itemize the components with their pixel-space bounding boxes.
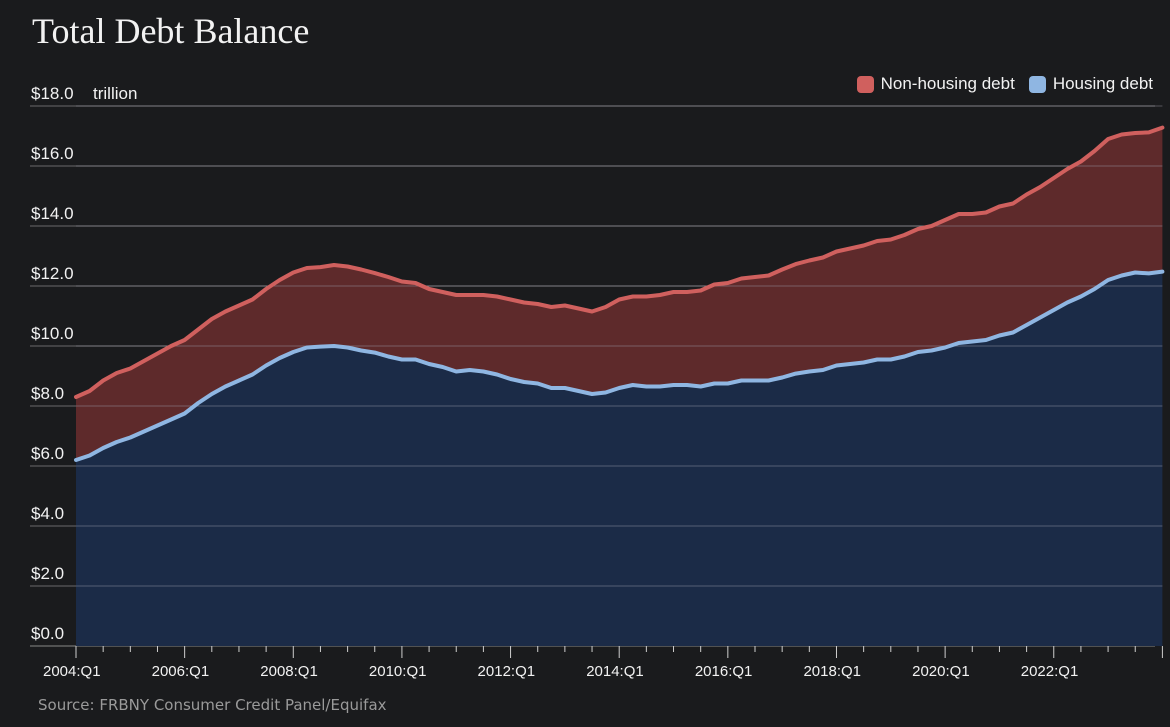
housing-area <box>76 271 1163 646</box>
non-housing-area <box>76 127 1163 460</box>
legend-item-housing[interactable]: Housing debt <box>1028 74 1153 94</box>
y-tick-label: $4.0 <box>31 504 64 523</box>
non-housing-line <box>74 125 1165 399</box>
legend: Non-housing debt Housing debt <box>856 74 1153 94</box>
housing-line <box>74 269 1165 462</box>
y-tick-label: $10.0 <box>31 324 74 343</box>
legend-label-housing: Housing debt <box>1052 74 1153 93</box>
x-tick-label: 2008:Q1 <box>260 663 318 680</box>
y-tick-label: $16.0 <box>31 144 74 163</box>
y-tick-label: $8.0 <box>31 384 64 403</box>
x-tick-label: 2004:Q1 <box>43 663 101 680</box>
chart-title: Total Debt Balance <box>32 11 310 51</box>
y-tick-label: $6.0 <box>31 444 64 463</box>
y-tick-label: $14.0 <box>31 204 74 223</box>
debt-area-chart: $0.0 $2.0 $4.0 $6.0 $8.0 $10.0 $12.0 $14.0 $16.0… <box>30 84 1165 680</box>
y-tick-label: $12.0 <box>31 264 74 283</box>
legend-item-non-housing[interactable]: Non-housing debt <box>856 74 1015 94</box>
y-tick-label: $18.0 <box>31 84 74 103</box>
x-tick-label: 2012:Q1 <box>478 663 536 680</box>
x-tick-label: 2020:Q1 <box>912 663 970 680</box>
x-tick-label: 2014:Q1 <box>586 663 644 680</box>
y-tick-label: $2.0 <box>31 564 64 583</box>
y-tick-label: $0.0 <box>31 624 64 643</box>
x-tick-label: 2018:Q1 <box>803 663 861 680</box>
unit-label: trillion <box>93 84 137 103</box>
source-note: Source: FRBNY Consumer Credit Panel/Equi… <box>38 696 387 714</box>
legend-label-non-housing: Non-housing debt <box>880 74 1015 93</box>
legend-swatch-housing <box>1028 75 1046 93</box>
legend-swatch-non-housing <box>856 75 874 93</box>
x-tick-label: 2010:Q1 <box>369 663 427 680</box>
x-tick-label: 2016:Q1 <box>695 663 753 680</box>
x-tick-label: 2022:Q1 <box>1021 663 1079 680</box>
x-tick-label: 2006:Q1 <box>152 663 210 680</box>
